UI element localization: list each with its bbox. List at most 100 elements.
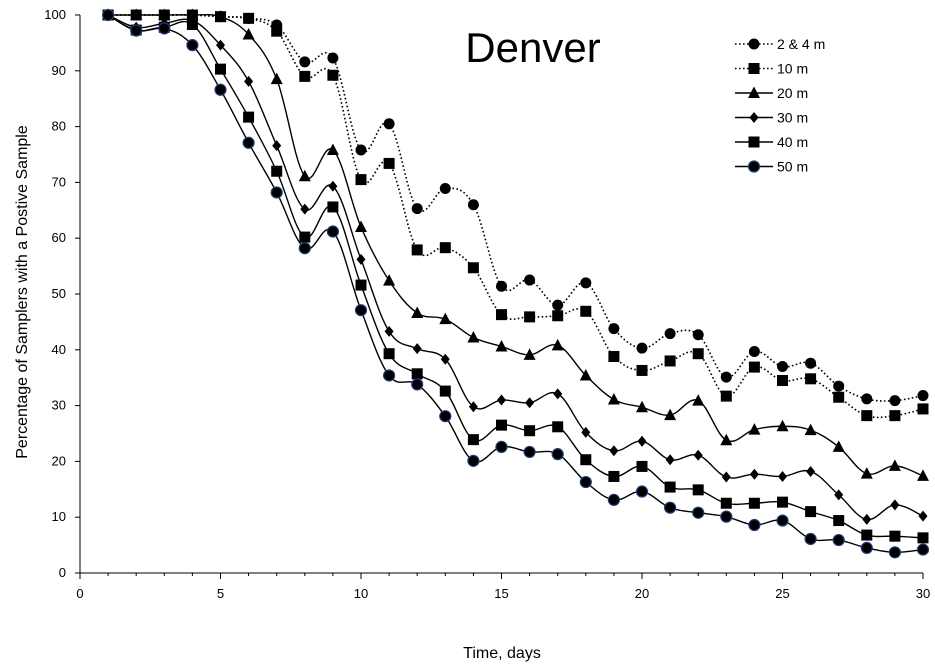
data-point [272, 140, 282, 152]
data-point [635, 485, 649, 498]
data-point [832, 440, 845, 452]
data-point [636, 364, 648, 376]
data-point [776, 514, 789, 527]
data-point [243, 111, 255, 123]
data-point [860, 467, 873, 479]
y-tick-label: 60 [52, 230, 66, 245]
data-point [525, 397, 535, 409]
data-point [496, 419, 507, 431]
data-point [496, 309, 507, 321]
y-tick-label: 40 [52, 342, 66, 357]
data-point [327, 201, 339, 213]
data-point [214, 83, 227, 96]
data-point [383, 369, 396, 382]
data-point [497, 394, 506, 406]
data-point [804, 532, 817, 546]
legend-item: 2 & 4 m [735, 36, 825, 52]
data-point [805, 373, 817, 385]
y-tick-label: 30 [52, 398, 66, 413]
data-point [214, 10, 227, 22]
data-point [748, 423, 761, 435]
data-point [467, 199, 479, 211]
data-point [834, 489, 844, 501]
data-point [552, 299, 564, 311]
data-point [130, 24, 143, 37]
data-point [383, 118, 395, 130]
x-tick-label: 25 [775, 586, 789, 601]
data-point [271, 25, 283, 37]
legend-item: 40 m [735, 134, 808, 150]
data-point [861, 529, 873, 541]
data-point [186, 18, 198, 30]
data-point [271, 165, 283, 177]
data-point [890, 499, 900, 511]
data-point [777, 361, 788, 373]
legend-marker [748, 38, 760, 50]
y-tick-label: 90 [52, 63, 66, 78]
data-point [411, 378, 424, 391]
x-tick-label: 0 [76, 586, 83, 601]
data-point [720, 390, 732, 402]
data-point [609, 445, 619, 457]
data-point [524, 274, 536, 286]
data-point [439, 410, 452, 423]
data-point [298, 169, 311, 182]
x-axis-title: Time, days [463, 645, 541, 662]
data-point [327, 69, 339, 81]
data-point [130, 8, 143, 20]
data-point [579, 475, 592, 489]
data-point [411, 203, 423, 215]
y-axis-title: Percentage of Samplers with a Postive Sa… [14, 125, 31, 459]
data-point [776, 419, 789, 432]
data-point [664, 328, 676, 340]
data-point [383, 274, 396, 286]
legend-marker [748, 63, 760, 74]
data-point [833, 391, 845, 403]
data-point [917, 469, 929, 481]
y-tick-label: 100 [44, 7, 66, 22]
x-tick-label: 30 [916, 586, 930, 601]
data-point [553, 388, 563, 400]
data-point [383, 157, 395, 169]
data-point [411, 306, 424, 318]
data-point [889, 410, 901, 422]
data-point [636, 400, 648, 413]
data-point [916, 543, 930, 556]
data-point [551, 338, 564, 351]
legend-label: 2 & 4 m [777, 36, 825, 52]
data-point [158, 8, 171, 20]
data-point [327, 52, 339, 64]
data-point [664, 481, 676, 493]
data-point [861, 410, 873, 422]
data-point [326, 225, 339, 238]
legend-marker [747, 160, 761, 173]
data-point [833, 380, 845, 392]
data-point [467, 331, 480, 343]
data-point [748, 345, 760, 357]
y-tick-label: 50 [52, 286, 66, 301]
data-point [832, 533, 845, 547]
legend-label: 50 m [777, 159, 808, 175]
y-tick-label: 70 [52, 174, 66, 189]
data-point [579, 368, 592, 381]
data-point [242, 28, 255, 40]
data-point [692, 506, 705, 519]
data-point [917, 403, 929, 415]
data-point [917, 390, 929, 402]
data-point [354, 304, 368, 317]
data-point [692, 394, 705, 406]
data-point [468, 401, 478, 413]
data-point [833, 515, 845, 527]
data-point [720, 497, 732, 509]
data-point [355, 279, 367, 291]
data-point [692, 329, 704, 341]
data-point [215, 63, 226, 75]
data-point [411, 244, 423, 256]
data-point [608, 350, 620, 362]
data-point [243, 12, 255, 24]
data-point [384, 325, 394, 337]
data-point [608, 470, 620, 482]
data-point [552, 310, 564, 322]
data-point [721, 471, 731, 483]
